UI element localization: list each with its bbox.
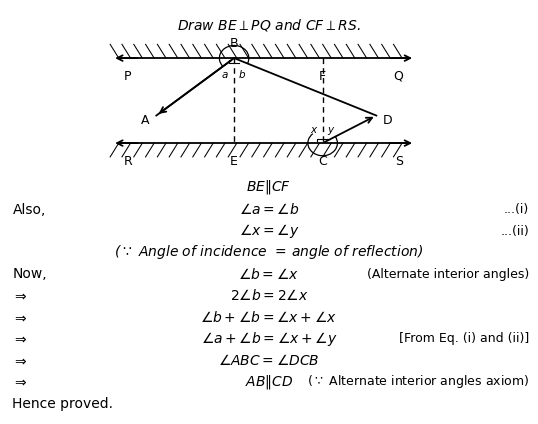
Text: b: b	[238, 70, 245, 80]
Text: $2 \angle b = 2 \angle x$: $2 \angle b = 2 \angle x$	[230, 288, 308, 303]
Text: ...(i): ...(i)	[504, 203, 529, 216]
Text: Draw $BE \perp PQ$ and $CF \perp RS$.: Draw $BE \perp PQ$ and $CF \perp RS$.	[177, 17, 361, 33]
Text: P: P	[124, 70, 132, 83]
Text: [From Eq. (i) and (ii)]: [From Eq. (i) and (ii)]	[399, 332, 529, 345]
Text: Also,: Also,	[12, 203, 46, 217]
Text: B: B	[230, 37, 238, 50]
Text: ($\because$ Alternate interior angles axiom): ($\because$ Alternate interior angles ax…	[307, 374, 529, 391]
Text: $\angle a = \angle b$: $\angle a = \angle b$	[239, 202, 299, 217]
Text: A: A	[141, 114, 150, 127]
Text: ($\because$ Angle of incidence  = angle of reflection): ($\because$ Angle of incidence = angle o…	[114, 243, 424, 262]
Text: $\angle b = \angle x$: $\angle b = \angle x$	[238, 267, 300, 282]
Text: D: D	[383, 114, 392, 127]
Text: Hence proved.: Hence proved.	[12, 396, 114, 410]
Text: $\Rightarrow$: $\Rightarrow$	[12, 332, 28, 346]
Text: R: R	[124, 155, 133, 167]
Text: $\angle x = \angle y$: $\angle x = \angle y$	[239, 222, 299, 240]
Text: y: y	[327, 125, 333, 135]
Text: $\Rightarrow$: $\Rightarrow$	[12, 289, 28, 303]
Text: $\angle a + \angle b = \angle x + \angle y$: $\angle a + \angle b = \angle x + \angle…	[201, 330, 337, 348]
Text: $BE \| CF$: $BE \| CF$	[246, 178, 292, 196]
Text: Q: Q	[393, 70, 403, 83]
Text: $\angle ABC = \angle DCB$: $\angle ABC = \angle DCB$	[218, 353, 320, 368]
Text: a: a	[221, 70, 228, 80]
Text: $\Rightarrow$: $\Rightarrow$	[12, 310, 28, 324]
Text: $AB \| CD$: $AB \| CD$	[245, 373, 293, 391]
Text: x: x	[310, 125, 316, 135]
Text: $\angle b + \angle b = \angle x + \angle x$: $\angle b + \angle b = \angle x + \angle…	[201, 310, 337, 325]
Text: $\Rightarrow$: $\Rightarrow$	[12, 375, 28, 389]
Text: S: S	[395, 155, 403, 167]
Text: ...(ii): ...(ii)	[500, 225, 529, 238]
Text: (Alternate interior angles): (Alternate interior angles)	[367, 268, 529, 281]
Text: C: C	[318, 155, 327, 167]
Text: F: F	[319, 70, 326, 83]
Text: E: E	[230, 155, 238, 167]
Text: Now,: Now,	[12, 267, 47, 281]
Text: $\Rightarrow$: $\Rightarrow$	[12, 353, 28, 367]
